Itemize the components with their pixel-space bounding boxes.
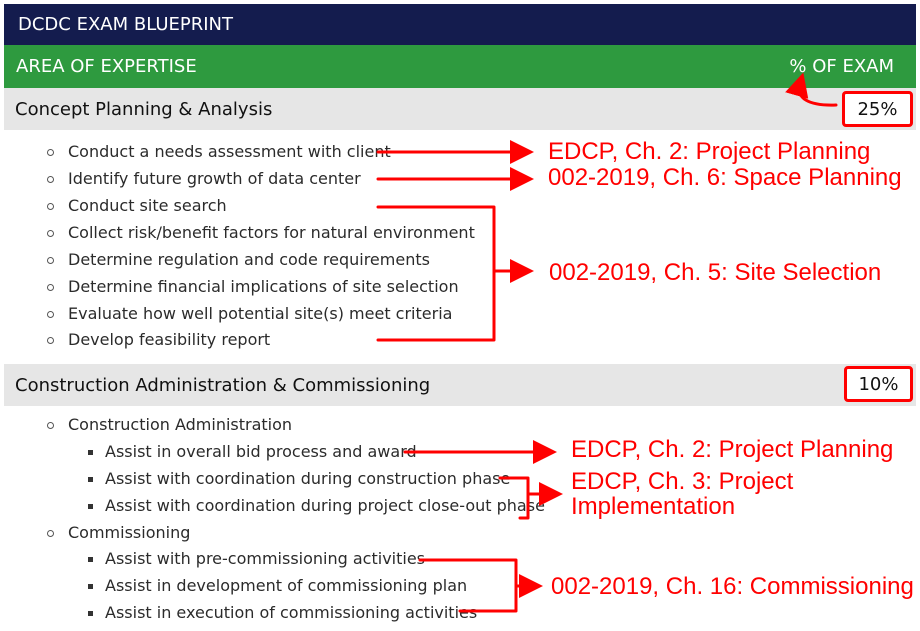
- section-percent: 10%: [858, 373, 899, 395]
- circle-bullet-icon: [47, 422, 54, 429]
- list-item: Assist with coordination during project …: [105, 496, 545, 515]
- circle-bullet-icon: [47, 230, 54, 237]
- square-bullet-icon: [88, 450, 93, 455]
- circle-bullet-icon: [47, 257, 54, 264]
- reference-annotation: EDCP, Ch. 3: Project: [571, 468, 794, 495]
- section-name: Concept Planning & Analysis: [15, 98, 273, 120]
- section-percent: 25%: [857, 98, 898, 120]
- group-label: Construction Administration: [68, 415, 293, 434]
- square-bullet-icon: [88, 557, 93, 562]
- circle-bullet-icon: [47, 176, 54, 183]
- section-percent-box: 10%: [844, 366, 913, 402]
- square-bullet-icon: [88, 584, 93, 589]
- section-bar-concept-planning: Concept Planning & Analysis: [4, 88, 916, 130]
- list-item: Assist with pre-commissioning activities: [105, 549, 425, 568]
- circle-bullet-icon: [47, 311, 54, 318]
- list-item: Evaluate how well potential site(s) meet…: [68, 304, 453, 323]
- reference-annotation: 002-2019, Ch. 5: Site Selection: [549, 259, 882, 286]
- circle-bullet-icon: [47, 149, 54, 156]
- list-item: Assist in execution of commissioning act…: [105, 603, 478, 622]
- header-bar: AREA OF EXPERTISE % OF EXAM: [4, 45, 916, 88]
- list-item: Conduct a needs assessment with client: [68, 142, 391, 161]
- list-item: Determine regulation and code requiremen…: [68, 250, 430, 269]
- circle-bullet-icon: [47, 203, 54, 210]
- list-item: Assist in development of commissioning p…: [105, 576, 468, 595]
- square-bullet-icon: [88, 477, 93, 482]
- group-label: Commissioning: [68, 523, 191, 542]
- list-item: Assist with coordination during construc…: [105, 469, 511, 488]
- list-item: Determine financial implications of site…: [68, 277, 459, 296]
- reference-annotation: 002-2019, Ch. 16: Commissioning: [551, 573, 914, 600]
- page-title: DCDC EXAM BLUEPRINT: [18, 14, 234, 35]
- list-item: Identify future growth of data center: [68, 169, 361, 188]
- square-bullet-icon: [88, 611, 93, 616]
- section-bar-construction-admin: Construction Administration & Commission…: [4, 364, 916, 406]
- list-item: Assist in overall bid process and award: [105, 442, 417, 461]
- section-name: Construction Administration & Commission…: [15, 374, 431, 396]
- reference-annotation: EDCP, Ch. 2: Project Planning: [548, 138, 871, 165]
- circle-bullet-icon: [47, 284, 54, 291]
- percent-of-exam-label: % OF EXAM: [789, 56, 894, 77]
- square-bullet-icon: [88, 504, 93, 509]
- reference-annotation: EDCP, Ch. 2: Project Planning: [571, 436, 894, 463]
- title-bar: DCDC EXAM BLUEPRINT: [4, 4, 916, 45]
- list-item: Conduct site search: [68, 196, 227, 215]
- list-item: Collect risk/benefit factors for natural…: [68, 223, 475, 242]
- list-item: Develop feasibility report: [68, 330, 271, 349]
- reference-annotation: 002-2019, Ch. 6: Space Planning: [548, 164, 902, 191]
- area-of-expertise-label: AREA OF EXPERTISE: [16, 56, 197, 77]
- circle-bullet-icon: [47, 530, 54, 537]
- section-percent-box: 25%: [842, 91, 913, 127]
- reference-annotation: Implementation: [571, 493, 736, 520]
- circle-bullet-icon: [47, 337, 54, 344]
